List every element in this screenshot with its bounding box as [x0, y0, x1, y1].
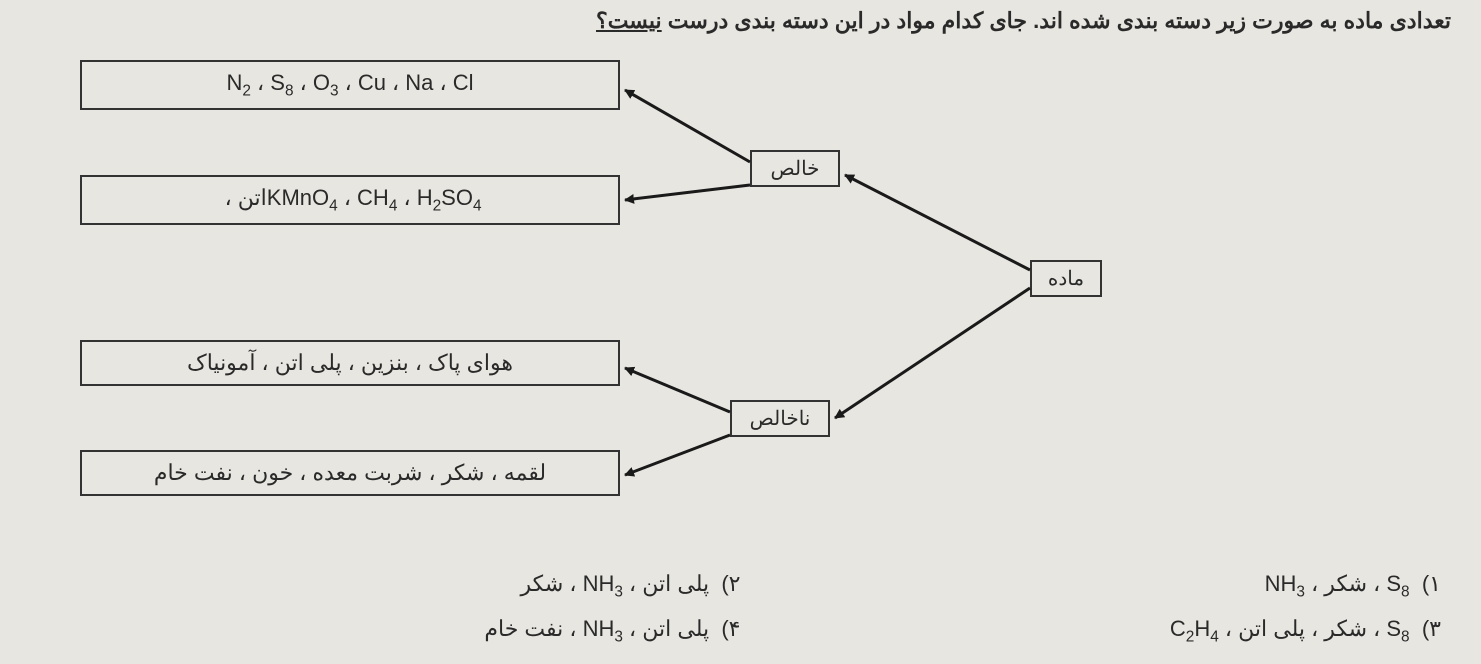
answer-3-text: S8 ، شکر ، پلی اتن ،: [1219, 616, 1410, 641]
leaf-impure-1-text: هوای پاک ، بنزین ، پلی اتن ، آمونیاک: [187, 350, 513, 375]
leaf-impure-2: لقمه ، شکر ، شربت معده ، خون ، نفت خام: [80, 450, 620, 496]
answer-2-before: پلی اتن ،: [623, 571, 709, 596]
answer-4-after: ، نفت خام: [484, 616, 582, 641]
answer-4-num: ۴): [721, 616, 740, 641]
answer-3-num: ۳): [1422, 616, 1441, 641]
node-pure-label: خالص: [770, 158, 819, 180]
question-prefix: تعدادی ماده به صورت زیر دسته بندی شده ان…: [662, 8, 1451, 33]
answer-4-before: پلی اتن ،: [623, 616, 709, 641]
answer-3: ۳) S8 ، شکر ، پلی اتن ، C2H4: [741, 616, 1442, 646]
answer-4-chem: NH3: [583, 616, 623, 641]
answer-1: ۱) S8 ، شکر ، NH3: [741, 571, 1442, 601]
answer-1-chem: NH3: [1265, 571, 1305, 596]
answer-4: ۴) پلی اتن ، NH3 ، نفت خام: [40, 616, 741, 646]
leaf-impure-1: هوای پاک ، بنزین ، پلی اتن ، آمونیاک: [80, 340, 620, 386]
question-underlined: نیست؟: [596, 8, 662, 33]
node-impure-label: ناخالص: [750, 408, 811, 430]
node-pure: خالص: [750, 150, 840, 187]
node-impure: ناخالص: [730, 400, 830, 437]
answer-1-text: S8 ، شکر ،: [1305, 571, 1410, 596]
answer-1-num: ۱): [1422, 571, 1441, 596]
question-text: تعدادی ماده به صورت زیر دسته بندی شده ان…: [596, 8, 1451, 34]
answer-3-chem: C2H4: [1170, 616, 1219, 641]
answer-2-num: ۲): [721, 571, 740, 596]
answer-2-chem: NH3: [583, 571, 623, 596]
leaf-compounds: اتن ، KMnO4 ، CH4 ، H2SO4: [80, 175, 620, 225]
answer-2-after: ، شکر: [521, 571, 583, 596]
leaf-impure-2-text: لقمه ، شکر ، شربت معده ، خون ، نفت خام: [154, 460, 546, 485]
leaf-elements: N2 ، S8 ، O3 ، Cu ، Na ، Cl: [80, 60, 620, 110]
answer-options: ۱) S8 ، شکر ، NH3 ۲) پلی اتن ، NH3 ، شکر…: [40, 571, 1441, 646]
node-root: ماده: [1030, 260, 1102, 297]
answer-2: ۲) پلی اتن ، NH3 ، شکر: [40, 571, 741, 601]
node-root-label: ماده: [1048, 268, 1084, 290]
